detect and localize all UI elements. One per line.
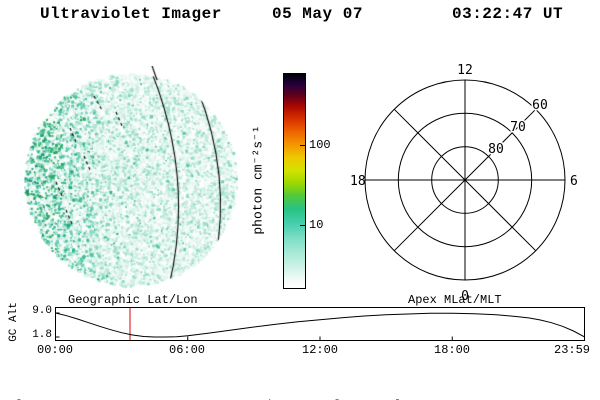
status-flt: Flt: LBHL xyxy=(8,397,78,400)
colorbar-tickmark-10 xyxy=(300,225,305,226)
app-title: Ultraviolet Imager xyxy=(40,5,222,23)
altitude-strip-chart xyxy=(55,307,585,341)
status-col-gcalt: GC Alt: 3.0 Re Seq: 39 xyxy=(363,361,472,400)
status-col-glat: GLat: 27.8 GLon: 56.4 xyxy=(487,361,565,400)
strip-left-title: Geographic Lat/Lon xyxy=(68,293,198,307)
polar-ring-label-80: 80 xyxy=(488,142,504,157)
header-date: 05 May 07 xyxy=(272,5,363,23)
status-glat: GLat: 27.8 xyxy=(487,397,565,400)
polar-label-18: 18 xyxy=(350,174,366,189)
altitude-curve-line xyxy=(55,312,585,338)
polar-ring-label-70: 70 xyxy=(510,120,526,135)
polar-ring-label-60: 60 xyxy=(532,98,548,113)
strip-ytick-top: 9.0 xyxy=(32,305,52,317)
colorbar-tickmark-100 xyxy=(300,145,305,146)
earth-uv-image xyxy=(24,66,238,290)
status-mode: Mode: Normal xyxy=(248,397,342,400)
colorbar-label: photon cm⁻²s⁻¹ xyxy=(250,125,266,235)
strip-right-title: Apex MLat/MLT xyxy=(408,293,502,307)
strip-ytick-bottom: 1.8 xyxy=(32,329,52,341)
strip-ylabel: GC Alt xyxy=(8,302,20,342)
status-col-mode: Mode: Normal Dsp: 1.6 xyxy=(248,361,342,400)
strip-xtick-0000: 00:00 xyxy=(36,343,74,357)
strip-xtick-1800: 18:00 xyxy=(433,343,471,357)
colorbar xyxy=(283,73,306,289)
status-gcalt: GC Alt: 3.0 Re xyxy=(363,397,472,400)
status-col-flt: Flt: LBHL IP: 36.0 xyxy=(8,361,78,400)
polar-label-6: 6 xyxy=(570,174,578,189)
colorbar-tick-label-10: 10 xyxy=(309,218,324,232)
polar-grid-plot: 12 0 18 6 60 70 80 xyxy=(350,63,578,304)
colorbar-tick-label-100: 100 xyxy=(309,138,331,152)
polar-label-0: 0 xyxy=(461,289,469,304)
status-door: Door: Open xyxy=(133,397,211,400)
strip-xtick-1200: 12:00 xyxy=(301,343,339,357)
strip-xtick-0600: 06:00 xyxy=(168,343,206,357)
polar-label-12: 12 xyxy=(457,63,473,78)
header-time: 03:22:47 UT xyxy=(452,5,564,23)
polar-grid-lines xyxy=(364,79,566,281)
status-col-door: Door: Open Gain: 14 xyxy=(133,361,211,400)
axis-ticks xyxy=(55,312,585,341)
strip-xtick-2359: 23:59 xyxy=(553,343,591,357)
colorbar-gradient xyxy=(284,74,305,288)
